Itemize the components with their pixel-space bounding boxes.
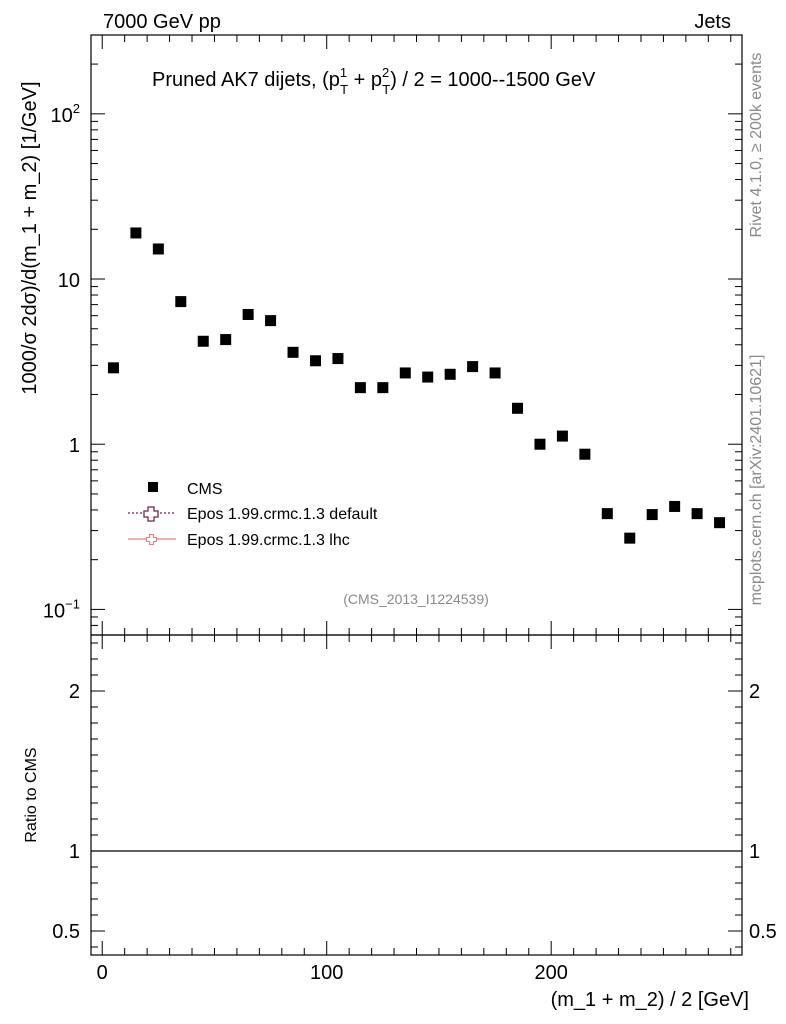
cms-data-point [691,508,703,520]
x-tick-label: 200 [535,962,568,984]
x-tick-labels: 0 100 200 [97,962,568,984]
cms-data-point [444,368,456,380]
collision-label: 7000 GeV pp [103,11,221,33]
cms-data-point [579,448,591,460]
ratio-tick-label-right: 2 [749,681,760,703]
cms-data-point [152,243,164,255]
legend-cms-label: CMS [187,481,223,498]
cms-data-point [422,371,434,383]
ratio-tick-label-left: 1 [69,841,80,863]
legend-epos-lhc-marker [145,533,158,546]
legend-cms-marker [148,482,158,492]
cms-data-point [130,227,142,239]
cms-data-point [646,509,658,521]
x-tick-label: 0 [97,962,108,984]
cms-data-point [287,346,299,358]
y-tick-label: 102 [51,101,80,127]
legend-epos-lhc-label: Epos 1.99.crmc.1.3 lhc [187,532,350,549]
y-axis-label: 1000/σ 2dσ)/d(m_1 + m_2) [1/GeV] [19,81,41,394]
cms-data-point [601,508,613,520]
x-axis-label: (m_1 + m_2) / 2 [GeV] [551,989,749,1011]
cms-data-point [399,367,411,379]
ratio-tick-label-right: 0.5 [749,921,777,943]
cms-data-point [265,315,277,327]
y-tick-labels: 10−1 1 10 102 [43,101,80,623]
cms-data-point [332,353,344,365]
y-tick-label: 10 [58,270,80,292]
y-tick-label: 1 [69,435,80,457]
cms-data-point [107,362,119,374]
cms-data-point [624,532,636,544]
axis-ticks [91,34,742,955]
cms-data-point [309,355,321,367]
cms-data-point [556,430,568,442]
plot-title: Pruned AK7 dijets, (p1 T + p2 T) / 2 = 100… [152,65,596,97]
x-tick-label: 100 [310,962,343,984]
ratio-tick-label-left: 0.5 [52,921,80,943]
ratio-tick-label-right: 1 [749,841,760,863]
category-label: Jets [694,11,731,33]
ratio-tick-labels: 0.5 0.5 1 1 2 2 [52,681,777,943]
cms-data-point [175,296,187,308]
cms-data-points [107,227,726,544]
analysis-id: (CMS_2013_I1224539) [343,591,489,607]
legend: CMS Epos 1.99.crmc.1.3 default Epos 1.99… [128,481,378,549]
cms-data-point [489,367,501,379]
cms-data-point [467,361,479,373]
cms-data-point [242,308,254,320]
cms-data-point [377,382,389,394]
legend-epos-default-marker [143,506,159,522]
ratio-tick-label-left: 2 [69,681,80,703]
rivet-label: Rivet 4.1.0, ≥ 200k events [748,53,765,238]
ratio-axis-label: Ratio to CMS [23,747,40,842]
mcplots-label: mcplots.cern.ch [arXiv:2401.10621] [748,355,765,606]
cms-data-point [354,382,366,394]
legend-epos-default-label: Epos 1.99.crmc.1.3 default [187,506,378,523]
cms-data-point [512,402,524,414]
ratio-plot-frame [90,634,743,956]
cms-data-point [714,517,726,529]
cms-data-point [669,500,681,512]
cms-data-point [197,335,209,347]
cms-data-point [534,438,546,450]
cms-data-point [220,334,232,346]
y-tick-label: 10−1 [43,596,80,622]
